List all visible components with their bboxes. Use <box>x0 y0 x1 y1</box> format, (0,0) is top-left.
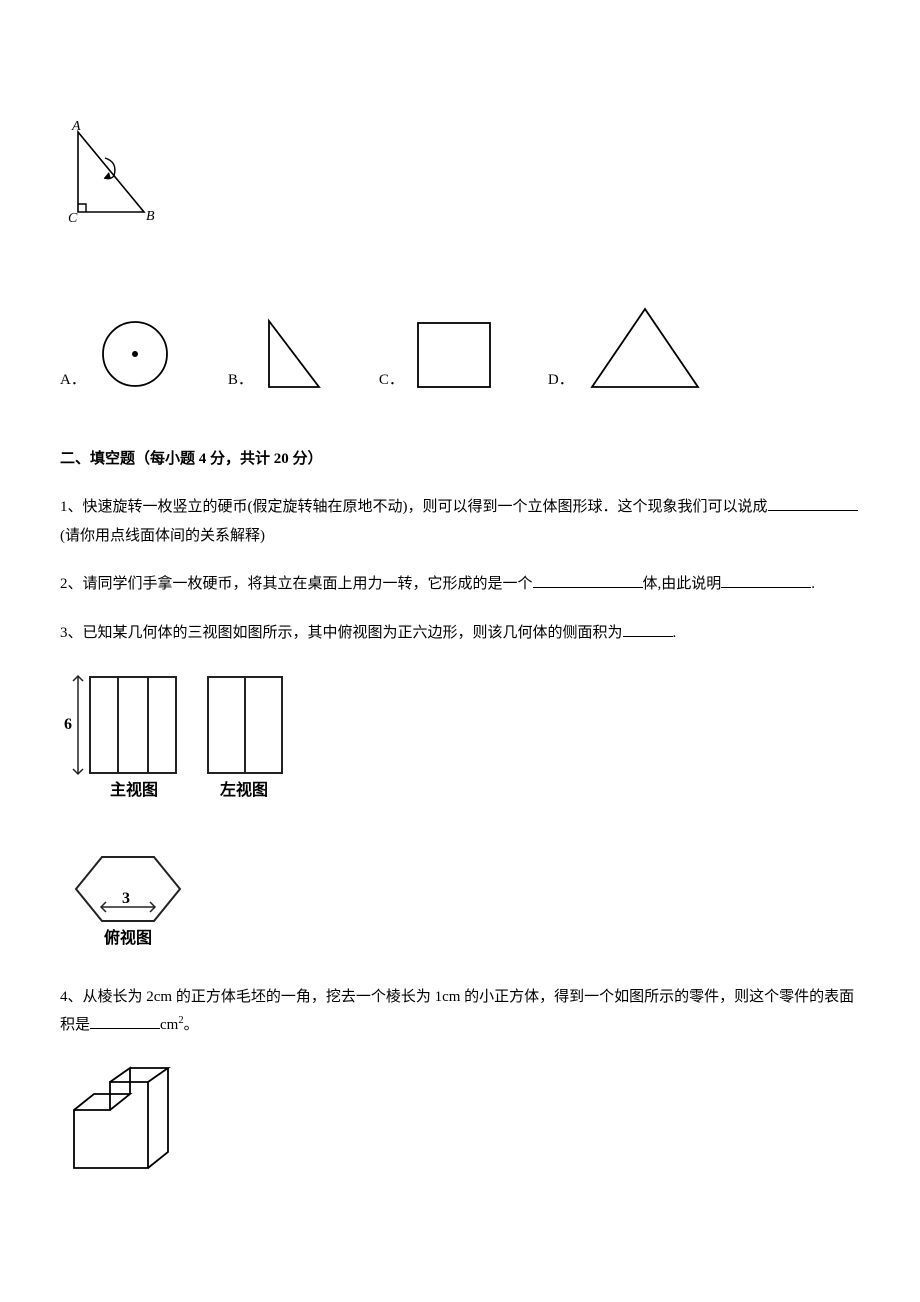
circle-dot-icon <box>92 313 178 395</box>
right-triangle-icon <box>259 313 329 395</box>
option-d: D． <box>548 301 710 395</box>
option-a: A． <box>60 313 178 395</box>
notched-cube-svg <box>60 1060 200 1190</box>
question-4: 4、从棱长为 2cm 的正方体毛坯的一角，挖去一个棱长为 1cm 的小正方体，得… <box>60 983 860 1040</box>
q1-part1: 1、快速旋转一枚竖立的硬币(假定旋转轴在原地不动)，则可以得到一个立体图形球．这… <box>60 499 768 515</box>
dim-6: 6 <box>64 716 72 733</box>
q2-part1: 2、请同学们手拿一枚硬币，将其立在桌面上用力一转，它形成的是一个 <box>60 576 533 592</box>
three-view-figure: 6 主视图 左视图 3 俯视图 <box>60 667 860 958</box>
triangle-abc-figure: A C B <box>60 120 860 241</box>
q1-part2: (请你用点线面体间的关系解释) <box>60 528 265 544</box>
q2-blank-2 <box>721 573 811 588</box>
vertex-a-label: A <box>71 120 81 134</box>
notched-cube-figure <box>60 1060 860 1201</box>
q2-part2: 体,由此说明 <box>643 576 722 592</box>
three-view-svg: 6 主视图 左视图 3 俯视图 <box>60 667 300 947</box>
option-a-label: A． <box>60 366 86 395</box>
q1-blank <box>768 496 858 511</box>
options-row: A． B． C． D． <box>60 301 860 395</box>
option-b-label: B． <box>228 366 253 395</box>
front-view-label: 主视图 <box>110 780 158 799</box>
option-c-label: C． <box>379 366 404 395</box>
q2-blank-1 <box>533 573 643 588</box>
q4-blank <box>90 1014 160 1029</box>
square-icon <box>410 315 498 395</box>
q3-blank <box>623 622 673 637</box>
q3-part2: . <box>673 625 677 641</box>
section-2-header: 二、填空题（每小题 4 分，共计 20 分） <box>60 445 860 474</box>
q4-part2: cm <box>160 1017 178 1033</box>
question-2: 2、请同学们手拿一枚硬币，将其立在桌面上用力一转，它形成的是一个 体,由此说明. <box>60 570 860 599</box>
vertex-b-label: B <box>146 209 155 224</box>
top-view-label: 俯视图 <box>104 928 152 947</box>
q3-part1: 3、已知某几何体的三视图如图所示，其中俯视图为正六边形，则该几何体的侧面积为 <box>60 625 623 641</box>
left-view-label: 左视图 <box>219 780 268 799</box>
option-b: B． <box>228 313 329 395</box>
option-c: C． <box>379 315 498 395</box>
q4-part3: 。 <box>184 1017 199 1033</box>
question-3: 3、已知某几何体的三视图如图所示，其中俯视图为正六边形，则该几何体的侧面积为. <box>60 619 860 648</box>
vertex-c-label: C <box>68 211 78 226</box>
q4-part1: 4、从棱长为 2cm 的正方体毛坯的一角，挖去一个棱长为 1cm 的小正方体，得… <box>60 989 854 1034</box>
option-d-label: D． <box>548 366 574 395</box>
q2-part3: . <box>811 576 815 592</box>
triangle-abc-svg: A C B <box>60 120 160 230</box>
question-1: 1、快速旋转一枚竖立的硬币(假定旋转轴在原地不动)，则可以得到一个立体图形球．这… <box>60 493 860 550</box>
triangle-icon <box>580 301 710 395</box>
dim-3: 3 <box>122 890 130 907</box>
